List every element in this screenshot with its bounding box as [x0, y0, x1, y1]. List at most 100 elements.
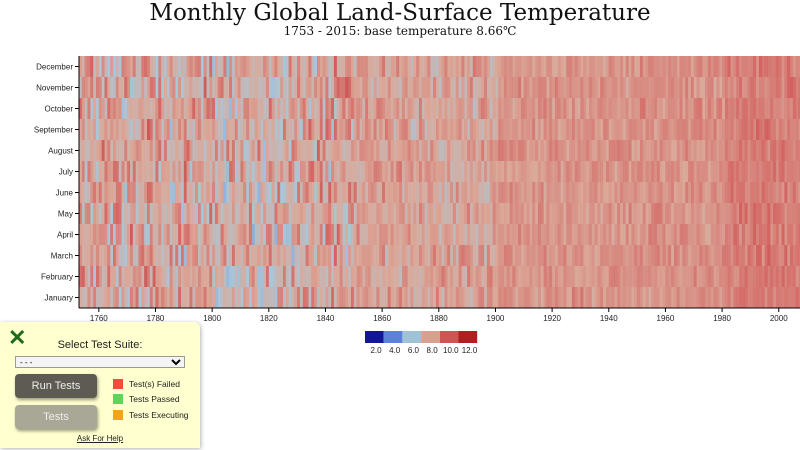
heatmap-cell [280, 203, 284, 224]
heatmap-cell [172, 56, 176, 77]
heatmap-cell [591, 119, 595, 140]
tests-button[interactable]: Tests [15, 405, 97, 429]
heatmap-cell [345, 287, 349, 308]
heatmap-cell [529, 77, 533, 98]
heatmap-cell [328, 224, 332, 245]
heatmap-cell [656, 266, 661, 287]
heatmap-cell [676, 161, 680, 182]
heatmap-cell [515, 77, 519, 98]
heatmap-cell [161, 119, 165, 140]
heatmap-cell [316, 140, 321, 161]
heatmap-cell [792, 98, 797, 119]
heatmap-cell [206, 98, 210, 119]
heatmap-cell [778, 119, 782, 140]
heatmap-cell [574, 140, 578, 161]
heatmap-cell [622, 77, 627, 98]
heatmap-cell [651, 140, 655, 161]
heatmap-cell [648, 266, 652, 287]
heatmap-cell [603, 245, 607, 266]
heatmap-cell [359, 140, 363, 161]
heatmap-cell [257, 140, 261, 161]
heatmap-cell [115, 119, 119, 140]
heatmap-cell [790, 56, 794, 77]
heatmap-cell [546, 287, 550, 308]
heatmap-cell [186, 56, 190, 77]
heatmap-cell [87, 203, 91, 224]
heatmap-cell [535, 161, 539, 182]
heatmap-cell [481, 266, 485, 287]
heatmap-cell [124, 287, 128, 308]
heatmap-cell [217, 245, 221, 266]
heatmap-cell [455, 287, 459, 308]
heatmap-cell [314, 182, 318, 203]
heatmap-cell [248, 182, 253, 203]
heatmap-cell [628, 287, 632, 308]
heatmap-cell [390, 266, 394, 287]
heatmap-cell [645, 77, 649, 98]
heatmap-cell [217, 266, 221, 287]
heatmap-cell [784, 224, 788, 245]
heatmap-cell [339, 266, 343, 287]
heatmap-cell [200, 161, 204, 182]
heatmap-cell [634, 98, 638, 119]
heatmap-cell [424, 245, 428, 266]
heatmap-cell [498, 245, 502, 266]
heatmap-cell [617, 98, 621, 119]
heatmap-cell [118, 287, 122, 308]
heatmap-cell [229, 245, 233, 266]
heatmap-cell [158, 203, 162, 224]
heatmap-cell [716, 56, 720, 77]
heatmap-cell [790, 77, 794, 98]
heatmap-cell [268, 119, 272, 140]
run-tests-button[interactable]: Run Tests [15, 374, 97, 398]
heatmap-cell [563, 224, 567, 245]
heatmap-cell [285, 56, 289, 77]
heatmap-cell [404, 161, 408, 182]
heatmap-cell [441, 182, 445, 203]
heatmap-cell [370, 287, 374, 308]
heatmap-cell [396, 245, 400, 266]
test-suite-select[interactable]: - - - [15, 356, 185, 368]
heatmap-cell [679, 140, 683, 161]
heatmap-cell [322, 161, 326, 182]
heatmap-cell [753, 287, 757, 308]
heatmap-cell [622, 224, 627, 245]
heatmap-cell [367, 182, 372, 203]
heatmap-cell [620, 140, 624, 161]
heatmap-cell [299, 77, 304, 98]
heatmap-cell [452, 224, 457, 245]
heatmap-cell [353, 56, 357, 77]
heatmap-cell [469, 56, 474, 77]
heatmap-cell [197, 98, 202, 119]
ask-for-help-link[interactable]: Ask For Help [76, 434, 124, 443]
heatmap-cell [81, 287, 85, 308]
heatmap-cell [571, 98, 576, 119]
heatmap-cell [563, 56, 567, 77]
close-icon[interactable]: ✕ [8, 325, 27, 350]
heatmap-cell [744, 182, 748, 203]
heatmap-cell [274, 77, 278, 98]
heatmap-cell [707, 203, 712, 224]
heatmap-cell [724, 56, 729, 77]
heatmap-cell [503, 266, 508, 287]
heatmap-cell [407, 56, 411, 77]
heatmap-cell [648, 77, 652, 98]
heatmap-cell [240, 203, 244, 224]
heatmap-cell [775, 140, 780, 161]
heatmap-cell [141, 140, 145, 161]
heatmap-cell [280, 182, 284, 203]
heatmap-cell [217, 182, 221, 203]
heatmap-cell [331, 287, 335, 308]
heatmap-cell [166, 98, 170, 119]
heatmap-cell [648, 245, 652, 266]
heatmap-cell [345, 266, 349, 287]
legend-swatch [421, 331, 440, 343]
heatmap-cell [784, 266, 788, 287]
heatmap-cell [642, 98, 646, 119]
heatmap-cell [433, 77, 437, 98]
heatmap-cell [617, 266, 621, 287]
heatmap-cell [127, 203, 131, 224]
heatmap-cell [665, 203, 669, 224]
heatmap-cell [390, 56, 394, 77]
heatmap-cell [637, 140, 641, 161]
